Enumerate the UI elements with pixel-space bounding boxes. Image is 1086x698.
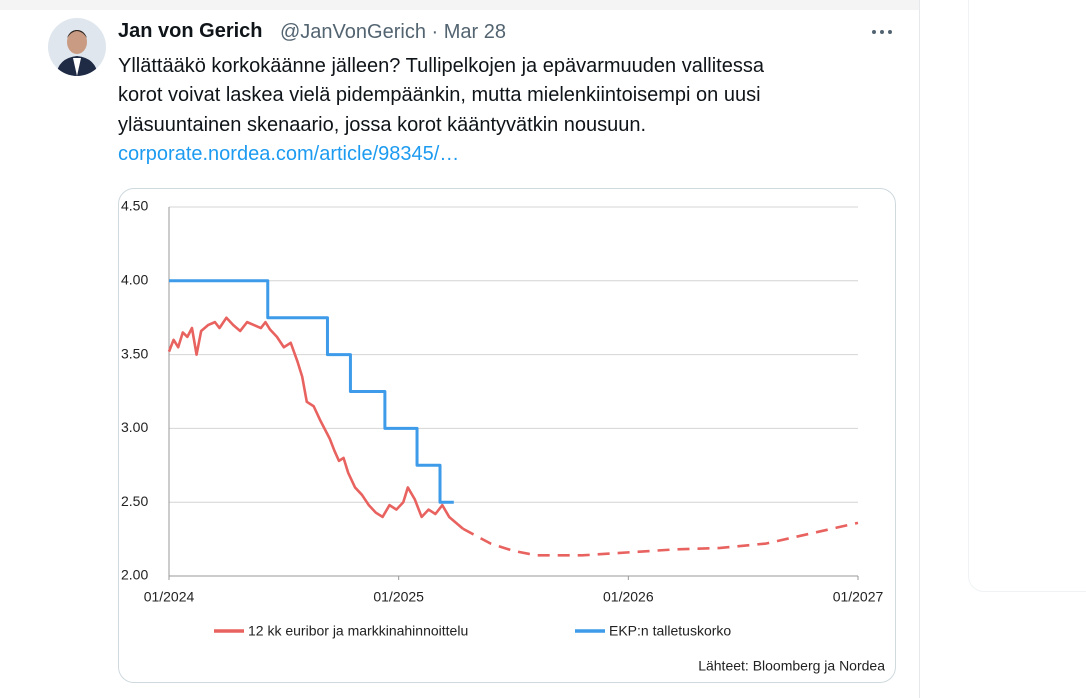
y-tick-label: 2.50 — [121, 493, 148, 509]
chart-card[interactable]: Lähteet: Bloomberg ja Nordea 2.00 2.50 3.0… — [118, 188, 896, 683]
x-tick-label: 01/2027 — [833, 589, 884, 605]
date[interactable]: Mar 28 — [443, 21, 506, 43]
tweet-text-line: Yllättääkö korkokäänne jälleen? Tullipel… — [118, 55, 764, 77]
sidebar-card — [968, 0, 1086, 592]
legend-label: EKP:n talletuskorko — [609, 623, 731, 639]
chart: Lähteet: Bloomberg ja Nordea 2.00 2.50 3.0… — [121, 198, 885, 674]
x-tick-label: 01/2024 — [144, 589, 195, 605]
tweet-text-line: korot voivat laskea vielä pidempäänkin, … — [118, 84, 761, 106]
y-tick-label: 3.50 — [121, 345, 148, 361]
tweet-meta: @JanVonGerich · Mar 28 — [280, 21, 506, 44]
y-tick-label: 2.00 — [121, 567, 148, 583]
x-tick-label: 01/2025 — [373, 589, 424, 605]
separator: · — [431, 21, 439, 43]
line-series — [169, 279, 454, 504]
line-series — [167, 316, 464, 530]
more-button[interactable] — [870, 28, 894, 36]
avatar[interactable] — [48, 18, 106, 76]
top-strip — [0, 0, 920, 10]
author-name[interactable]: Jan von Gerich — [118, 20, 263, 42]
y-tick-label: 3.00 — [121, 419, 148, 435]
line-series — [462, 521, 859, 557]
link[interactable]: corporate.nordea.com/article/98345/… — [118, 143, 460, 165]
divider — [919, 0, 920, 698]
y-tick-label: 4.00 — [121, 272, 148, 288]
legend-label: 12 kk euribor ja markkinahinnoittelu — [248, 623, 468, 639]
tweet-text-line: yläsuuntainen skenaario, jossa korot kää… — [118, 114, 647, 136]
source: Lähteet: Bloomberg ja Nordea — [698, 658, 885, 674]
handle[interactable]: @JanVonGerich — [280, 21, 426, 43]
x-tick-label: 01/2026 — [603, 589, 654, 605]
y-tick-label: 4.50 — [121, 198, 148, 214]
